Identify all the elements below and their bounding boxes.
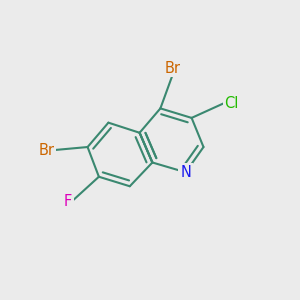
Text: Br: Br [164,61,180,76]
Text: F: F [64,194,72,208]
Text: N: N [180,165,191,180]
Text: Cl: Cl [224,95,239,110]
Text: Br: Br [39,142,55,158]
